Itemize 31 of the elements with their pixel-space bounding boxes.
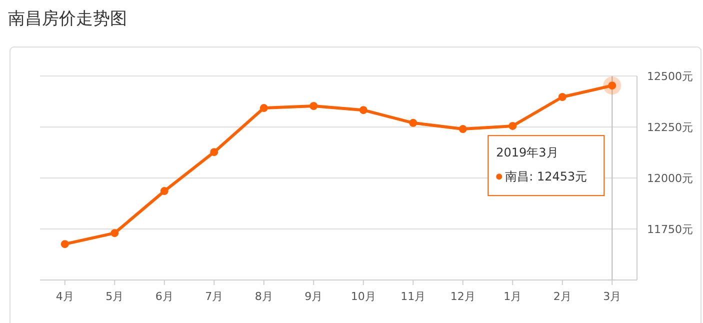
x-tick-label: 5月 bbox=[106, 290, 124, 303]
point bbox=[558, 93, 566, 102]
y-tick-label: 12250元 bbox=[647, 120, 693, 134]
annotation: 南昌: 12453元 bbox=[505, 170, 588, 184]
x-tick-label: 1月 bbox=[504, 290, 522, 303]
point bbox=[508, 122, 517, 130]
x-tick-label: 4月 bbox=[56, 290, 74, 303]
point bbox=[160, 187, 168, 196]
x-tick-label: 10月 bbox=[350, 290, 376, 303]
x-tick-label: 12月 bbox=[450, 290, 476, 303]
tooltip-box: 2019年3月 南昌: 12453元 bbox=[488, 135, 605, 196]
x-tick-label: 6月 bbox=[155, 290, 174, 303]
y-tick-label: 11750元 bbox=[647, 222, 693, 236]
x-tick-label: 7月 bbox=[205, 290, 224, 303]
point bbox=[260, 104, 268, 112]
annotation: 2019年3月 bbox=[496, 146, 558, 160]
x-tick-label: 8月 bbox=[254, 290, 273, 303]
y-tick-label: 12500元 bbox=[647, 70, 693, 83]
x-tick-label: 9月 bbox=[304, 290, 323, 303]
x-tick-label: 11月 bbox=[400, 290, 426, 303]
point bbox=[60, 240, 69, 248]
x-tick-label: 2月 bbox=[553, 290, 572, 303]
y-tick-label: 12000元 bbox=[647, 172, 693, 185]
point bbox=[409, 118, 418, 127]
point bbox=[110, 229, 119, 238]
point bbox=[458, 125, 467, 134]
point bbox=[359, 106, 368, 114]
x-tick-label: 3月 bbox=[603, 290, 622, 303]
point bbox=[310, 102, 318, 110]
point bbox=[210, 148, 218, 156]
chart-title: 南昌房价走势图 bbox=[8, 9, 127, 29]
